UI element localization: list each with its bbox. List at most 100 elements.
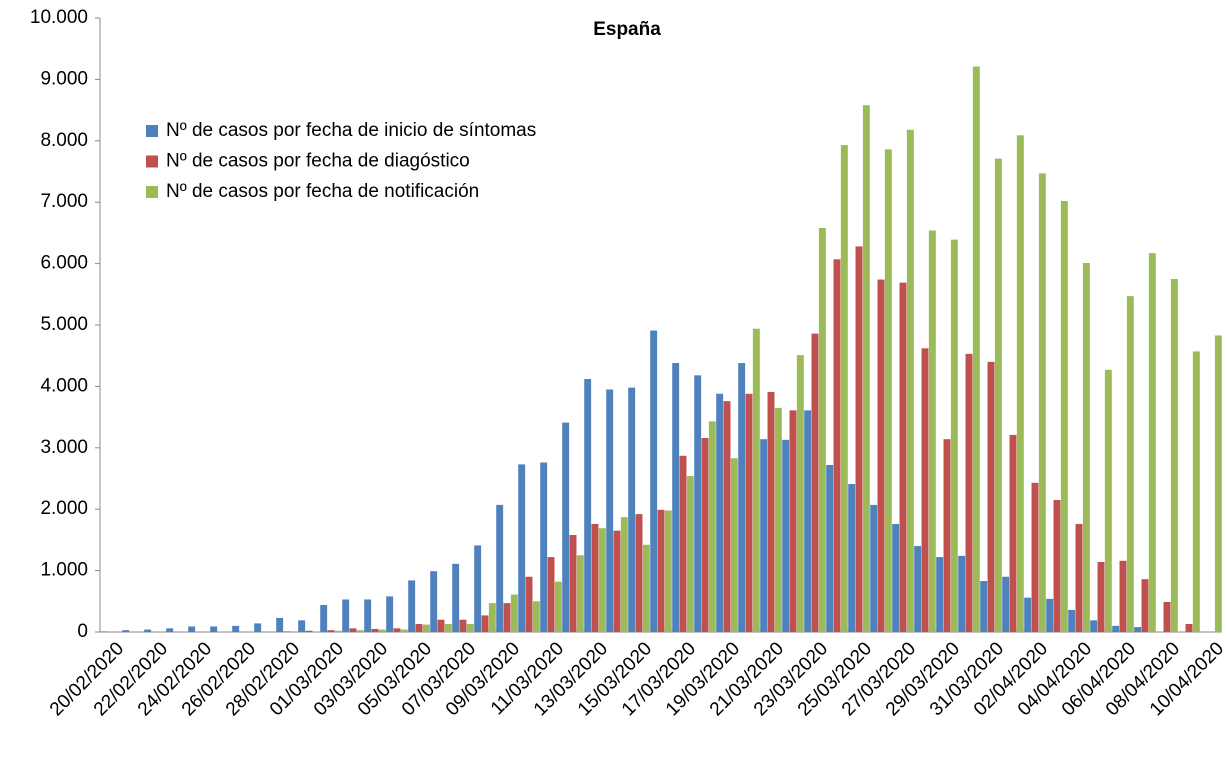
bar (958, 555, 966, 632)
bar (1214, 335, 1222, 632)
bar (547, 557, 555, 632)
bar (518, 464, 526, 632)
bar (950, 239, 958, 633)
bar (1009, 434, 1017, 632)
y-tick-label: 8.000 (40, 130, 88, 151)
bar (870, 504, 878, 632)
bar (334, 630, 342, 632)
bar (642, 544, 650, 632)
bar (774, 407, 782, 632)
bar (804, 410, 812, 632)
bar (796, 355, 804, 632)
bar (855, 246, 863, 632)
bar (496, 504, 504, 632)
bar (811, 333, 819, 632)
bar (1097, 562, 1105, 632)
bar (356, 630, 364, 632)
bar (1134, 627, 1142, 632)
bar (936, 557, 944, 632)
bar (386, 596, 394, 632)
bar (100, 631, 108, 632)
bar (481, 615, 489, 632)
bar (635, 514, 643, 632)
y-tick-label: 3.000 (40, 437, 88, 458)
bar (474, 545, 482, 632)
bar (393, 628, 401, 632)
bar (730, 458, 738, 632)
bar (452, 563, 460, 632)
bar (884, 149, 892, 632)
y-tick-label: 9.000 (40, 68, 88, 89)
bar (672, 363, 680, 632)
bar (906, 129, 914, 633)
bar (422, 624, 430, 632)
bar (980, 581, 988, 632)
y-tick-label: 2.000 (40, 498, 88, 519)
bar (833, 259, 841, 632)
bar (892, 523, 900, 632)
bar (1024, 597, 1032, 632)
bar (371, 628, 379, 632)
bar (466, 624, 474, 632)
bar (210, 626, 218, 632)
legend-label: Nº de casos por fecha de diagóstico (166, 151, 470, 172)
bar (723, 401, 731, 632)
bar (943, 439, 951, 632)
bar (701, 437, 709, 632)
bar (144, 629, 152, 632)
bar (364, 599, 372, 632)
bar (767, 391, 775, 632)
bar (613, 530, 621, 632)
bar (1053, 499, 1061, 632)
bar (1141, 579, 1149, 632)
bar (745, 393, 753, 632)
bar (415, 624, 423, 632)
bar (818, 227, 826, 632)
bar (1060, 200, 1068, 633)
bar (232, 625, 240, 632)
bar (782, 439, 790, 632)
bar (122, 630, 130, 632)
bar (1082, 262, 1090, 632)
bar (430, 571, 438, 632)
legend-label: Nº de casos por fecha de notificación (166, 181, 479, 202)
bar (1090, 620, 1098, 632)
y-tick-label: 6.000 (40, 253, 88, 274)
bar (488, 603, 496, 632)
y-tick-label: 7.000 (40, 191, 88, 212)
bar (848, 484, 856, 632)
bar (1046, 598, 1054, 632)
bar (1016, 135, 1024, 633)
bar (408, 580, 416, 632)
bar (664, 510, 672, 632)
bar (965, 353, 973, 632)
bar (1031, 482, 1039, 632)
bar (1002, 576, 1010, 632)
bar (576, 555, 584, 632)
legend-swatch (146, 155, 158, 168)
bar (620, 517, 628, 632)
bar (628, 387, 636, 632)
bar (1119, 560, 1127, 632)
bar (554, 581, 562, 632)
bar (400, 629, 408, 632)
bar (584, 379, 592, 632)
bar (166, 628, 174, 632)
bar (305, 630, 313, 632)
bar (862, 105, 870, 633)
bar (686, 476, 694, 632)
legend-swatch (146, 186, 158, 198)
legend-swatch (146, 125, 158, 137)
bar (987, 361, 995, 632)
bar (312, 631, 320, 632)
y-tick-label: 5.000 (40, 314, 88, 335)
bar (327, 630, 335, 632)
bar (1192, 351, 1200, 632)
bar (826, 464, 834, 632)
bar (525, 576, 533, 632)
bar (598, 528, 606, 632)
bar (1170, 278, 1178, 632)
bar (914, 546, 922, 632)
bar (562, 422, 570, 632)
